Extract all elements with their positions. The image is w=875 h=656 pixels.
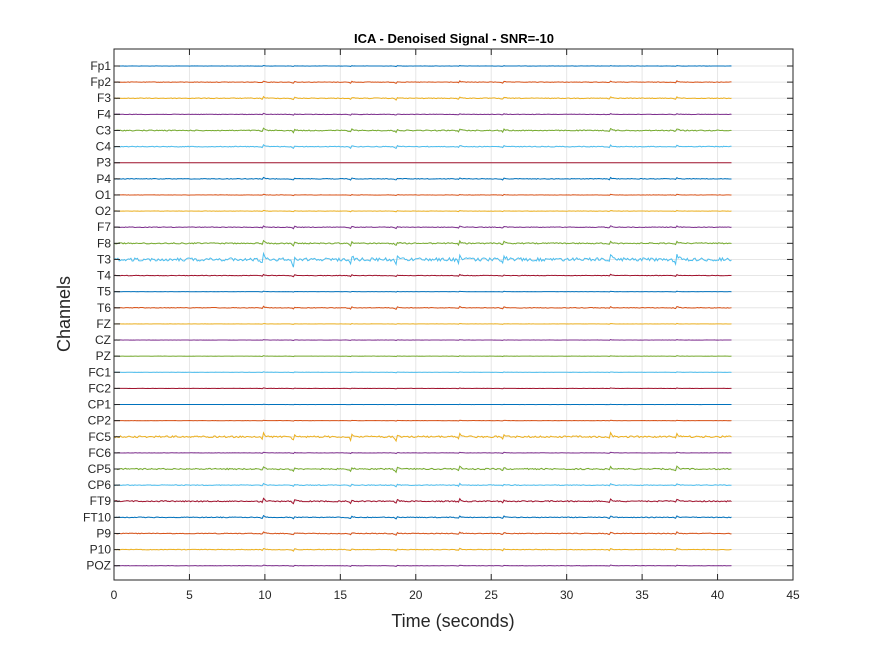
channel-label-f8: F8 bbox=[97, 236, 111, 250]
trace-fc6 bbox=[113, 451, 732, 455]
x-tick-label: 45 bbox=[786, 588, 800, 602]
x-tick-label: 10 bbox=[258, 588, 272, 602]
trace-c4 bbox=[113, 144, 732, 150]
x-tick-label: 30 bbox=[560, 588, 574, 602]
channel-label-cp2: CP2 bbox=[88, 414, 112, 428]
trace-t6 bbox=[113, 305, 732, 310]
channel-label-f7: F7 bbox=[97, 220, 111, 234]
channel-traces bbox=[113, 64, 732, 567]
channel-label-cp6: CP6 bbox=[88, 478, 112, 492]
trace-poz bbox=[113, 564, 732, 567]
channel-label-cp5: CP5 bbox=[88, 462, 112, 476]
channel-label-f4: F4 bbox=[97, 107, 111, 121]
x-tick-label: 40 bbox=[711, 588, 725, 602]
trace-p9 bbox=[113, 531, 732, 536]
chart-title: ICA - Denoised Signal - SNR=-10 bbox=[354, 31, 554, 46]
trace-t5 bbox=[113, 290, 732, 293]
channel-label-p9: P9 bbox=[96, 526, 111, 540]
channel-label-o2: O2 bbox=[95, 204, 111, 218]
channel-label-t3: T3 bbox=[97, 252, 111, 266]
channel-label-ft10: FT10 bbox=[83, 510, 111, 524]
channel-label-pz: PZ bbox=[96, 349, 111, 363]
channel-label-poz: POZ bbox=[86, 559, 111, 573]
channel-label-cz: CZ bbox=[95, 333, 111, 347]
channel-label-c3: C3 bbox=[96, 123, 112, 137]
channel-label-fp1: Fp1 bbox=[90, 59, 111, 73]
x-axis-ticks: 0 5 10 15 20 25 30 35 40 45 bbox=[111, 49, 800, 602]
channel-label-t5: T5 bbox=[97, 285, 111, 299]
trace-pz bbox=[113, 355, 732, 358]
channel-label-ft9: FT9 bbox=[90, 494, 112, 508]
trace-p4 bbox=[113, 176, 732, 181]
trace-f3 bbox=[113, 95, 732, 101]
trace-ft9 bbox=[113, 497, 732, 505]
trace-fp1 bbox=[113, 64, 732, 68]
trace-f8 bbox=[113, 239, 732, 247]
trace-fc1 bbox=[113, 371, 732, 374]
trace-cp5 bbox=[113, 465, 732, 474]
channel-label-o1: O1 bbox=[95, 188, 111, 202]
channel-label-fp2: Fp2 bbox=[90, 75, 111, 89]
y-axis-label: Channels bbox=[54, 276, 74, 352]
x-tick-label: 20 bbox=[409, 588, 423, 602]
trace-t4 bbox=[113, 273, 732, 278]
trace-cz bbox=[113, 338, 732, 342]
channel-label-fc1: FC1 bbox=[88, 365, 111, 379]
trace-o1 bbox=[113, 193, 732, 197]
trace-cp2 bbox=[113, 419, 732, 422]
channel-label-c4: C4 bbox=[96, 140, 112, 154]
axes-background bbox=[114, 49, 793, 580]
trace-t3 bbox=[113, 251, 732, 268]
trace-f7 bbox=[113, 225, 732, 230]
channel-label-fc2: FC2 bbox=[88, 381, 111, 395]
axes-frame bbox=[113, 48, 794, 581]
trace-o2 bbox=[113, 209, 732, 213]
x-tick-label: 15 bbox=[334, 588, 348, 602]
trace-ft10 bbox=[113, 514, 732, 520]
channel-label-p3: P3 bbox=[96, 156, 111, 170]
trace-fc2 bbox=[113, 387, 732, 390]
x-tick-label: 25 bbox=[485, 588, 499, 602]
trace-fc5 bbox=[113, 431, 732, 443]
channel-label-f3: F3 bbox=[97, 91, 111, 105]
channel-label-fz: FZ bbox=[96, 317, 111, 331]
trace-p10 bbox=[113, 547, 732, 552]
channel-label-fc5: FC5 bbox=[88, 430, 111, 444]
x-tick-label: 35 bbox=[635, 588, 649, 602]
x-tick-label: 0 bbox=[111, 588, 118, 602]
channel-label-p10: P10 bbox=[90, 543, 112, 557]
trace-cp6 bbox=[113, 482, 732, 488]
x-tick-label: 5 bbox=[186, 588, 193, 602]
y-axis-ticks: Fp1 Fp2 F3 F4 C3 C4 P3 P4 O1 O2 F7 F8 T3 T4 T5 T6 FZ CZ PZ… bbox=[83, 59, 793, 573]
channel-label-t6: T6 bbox=[97, 301, 111, 315]
channel-label-fc6: FC6 bbox=[88, 446, 111, 460]
channel-label-p4: P4 bbox=[96, 172, 111, 186]
x-axis-label: Time (seconds) bbox=[391, 611, 514, 631]
channel-label-t4: T4 bbox=[97, 269, 111, 283]
trace-fp2 bbox=[113, 80, 732, 84]
plot-area: 0 5 10 15 20 25 30 35 40 45 Fp1 Fp2 F3 F4 C3 C4 P3 P4 O1 O… bbox=[83, 48, 800, 602]
trace-c3 bbox=[113, 127, 732, 134]
trace-f4 bbox=[113, 112, 732, 116]
trace-fz bbox=[113, 322, 732, 325]
channel-label-cp1: CP1 bbox=[88, 398, 112, 412]
